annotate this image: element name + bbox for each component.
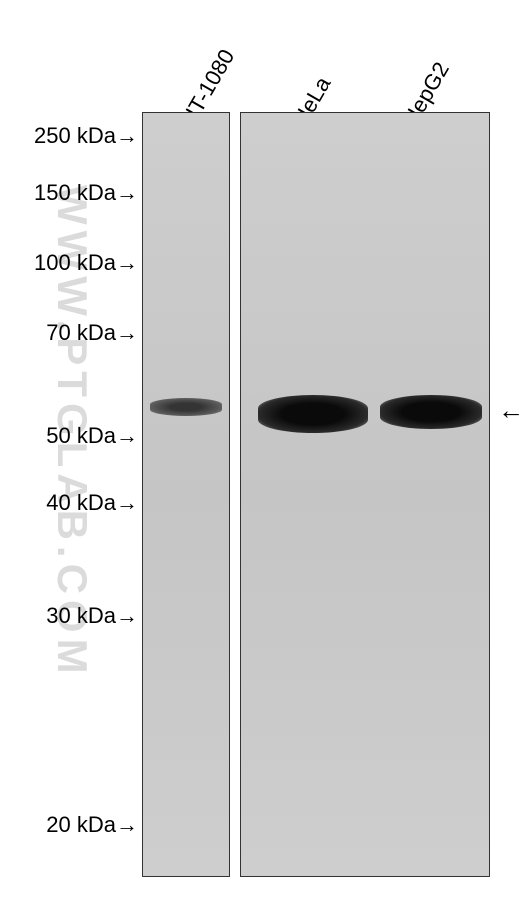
mw-label-100: 100 kDa→ — [8, 250, 138, 276]
blot-panel-1 — [142, 112, 230, 877]
target-band-arrow: ← — [498, 395, 524, 426]
mw-label-250: 250 kDa→ — [8, 123, 138, 149]
mw-label-50: 50 kDa→ — [8, 423, 138, 449]
blot-panel-2 — [240, 112, 490, 877]
western-blot-figure: WWW.PTGLAB.COM HT-1080 HeLa HepG2 250 kD… — [0, 0, 530, 903]
band-hela — [258, 395, 368, 433]
band-ht1080 — [150, 398, 222, 416]
panel-gap — [230, 110, 240, 880]
band-hepg2 — [380, 395, 482, 429]
mw-label-30: 30 kDa→ — [8, 603, 138, 629]
mw-label-150: 150 kDa→ — [8, 180, 138, 206]
mw-label-70: 70 kDa→ — [8, 320, 138, 346]
mw-label-40: 40 kDa→ — [8, 490, 138, 516]
mw-label-20: 20 kDa→ — [8, 812, 138, 838]
